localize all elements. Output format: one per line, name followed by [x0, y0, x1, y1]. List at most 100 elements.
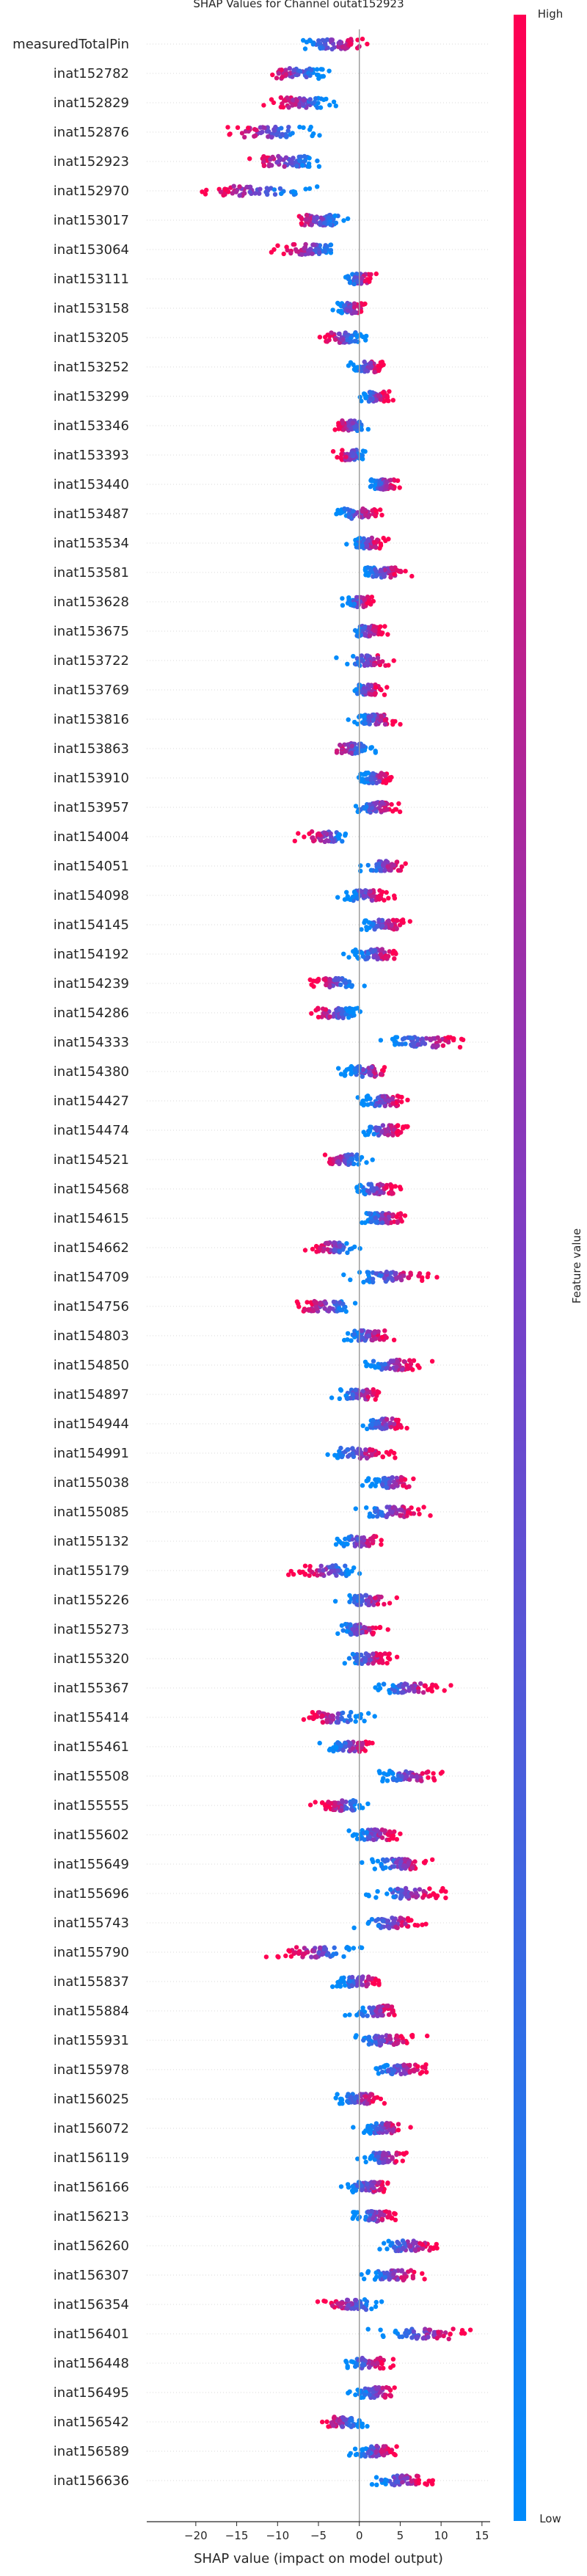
shap-point [340, 603, 346, 608]
shap-point [387, 777, 393, 783]
shap-point [373, 398, 379, 403]
shap-point [374, 1827, 380, 1833]
shap-point [339, 1808, 344, 1813]
shap-point [394, 2152, 399, 2157]
shap-point [324, 982, 329, 988]
shap-point [365, 1333, 371, 1339]
shap-point [365, 1270, 370, 1275]
shap-point [426, 1775, 431, 1780]
shap-point [343, 1160, 348, 1165]
shap-point [351, 1161, 357, 1167]
shap-point [351, 1925, 357, 1930]
shap-point [344, 542, 349, 547]
shap-point [418, 1778, 423, 1783]
shap-point [299, 252, 305, 257]
shap-point [323, 977, 328, 983]
shap-point [362, 1625, 367, 1630]
shap-point [309, 1954, 314, 1960]
shap-point [358, 1391, 363, 1397]
shap-point [417, 1887, 423, 1892]
shap-point [362, 2155, 368, 2160]
shap-point [362, 1718, 367, 1724]
shap-point [384, 1365, 390, 1370]
shap-point [400, 917, 406, 923]
shap-point [356, 1162, 361, 1167]
shap-point [384, 1425, 389, 1430]
shap-point [322, 830, 327, 836]
shap-point [316, 38, 321, 43]
shap-point [404, 1124, 410, 1129]
shap-point [340, 1800, 345, 1805]
shap-point [361, 1129, 366, 1135]
shap-point [346, 1828, 351, 1833]
shap-point [343, 1309, 349, 1314]
shap-point [373, 868, 379, 873]
shap-point [340, 596, 345, 601]
shap-point [335, 1715, 340, 1720]
shap-point [338, 1452, 343, 1458]
shap-point [365, 572, 371, 578]
shap-point [359, 1328, 365, 1334]
shap-point [384, 1269, 390, 1275]
shap-point [388, 478, 393, 483]
shap-point [438, 1771, 444, 1776]
shap-point [233, 189, 238, 194]
shap-point [390, 2009, 395, 2015]
shap-point [258, 130, 263, 136]
shap-point [375, 1389, 380, 1394]
shap-point [386, 918, 391, 923]
shap-point [431, 2332, 437, 2337]
shap-point [422, 2277, 427, 2282]
shap-point [354, 633, 360, 638]
shap-point [323, 1007, 329, 1012]
shap-point [363, 2159, 368, 2165]
shap-point [408, 2244, 413, 2249]
shap-point [368, 692, 373, 697]
shap-point [448, 1683, 453, 1688]
shap-point [367, 1069, 372, 1075]
shap-point [373, 685, 379, 690]
shap-point [271, 100, 277, 106]
shap-point [340, 1628, 346, 1633]
shap-point [293, 102, 298, 107]
shap-points [200, 36, 473, 2488]
shap-point [390, 2127, 396, 2132]
shap-point [392, 478, 397, 483]
shap-point [382, 1328, 387, 1334]
shap-point [300, 101, 306, 106]
shap-point [341, 427, 346, 432]
shap-point [384, 1778, 390, 1783]
shap-point [393, 1276, 399, 1281]
shap-point [292, 838, 297, 844]
feature-label: inat154709 [54, 1270, 129, 1285]
shap-point [330, 2303, 335, 2308]
shap-point [393, 1417, 399, 1423]
shap-point [376, 1364, 382, 1370]
shap-point [391, 1894, 396, 1899]
feature-label: inat155132 [54, 1534, 129, 1549]
shap-point [371, 1630, 376, 1635]
shap-point [345, 1396, 350, 1401]
shap-point [358, 309, 364, 314]
shap-point [431, 1043, 436, 1048]
shap-point [360, 1389, 365, 1394]
shap-point [302, 834, 307, 840]
shap-point [352, 1066, 358, 1072]
shap-point [369, 894, 374, 900]
shap-point [312, 1949, 317, 1954]
shap-point [404, 2150, 409, 2155]
shap-point [381, 1866, 386, 1871]
shap-point [341, 1272, 346, 1278]
shap-point [423, 1036, 429, 1041]
shap-point [307, 1802, 313, 1808]
shap-point [393, 1924, 398, 1929]
shap-point [384, 1449, 390, 1455]
shap-point [402, 1036, 407, 1041]
feature-label: inat153722 [54, 653, 129, 669]
shap-point [330, 983, 335, 989]
shap-point [382, 1859, 387, 1864]
feature-label: inat155414 [54, 1710, 129, 1725]
shap-point [227, 131, 233, 137]
shap-point [285, 128, 291, 134]
shap-point [406, 1688, 412, 1693]
